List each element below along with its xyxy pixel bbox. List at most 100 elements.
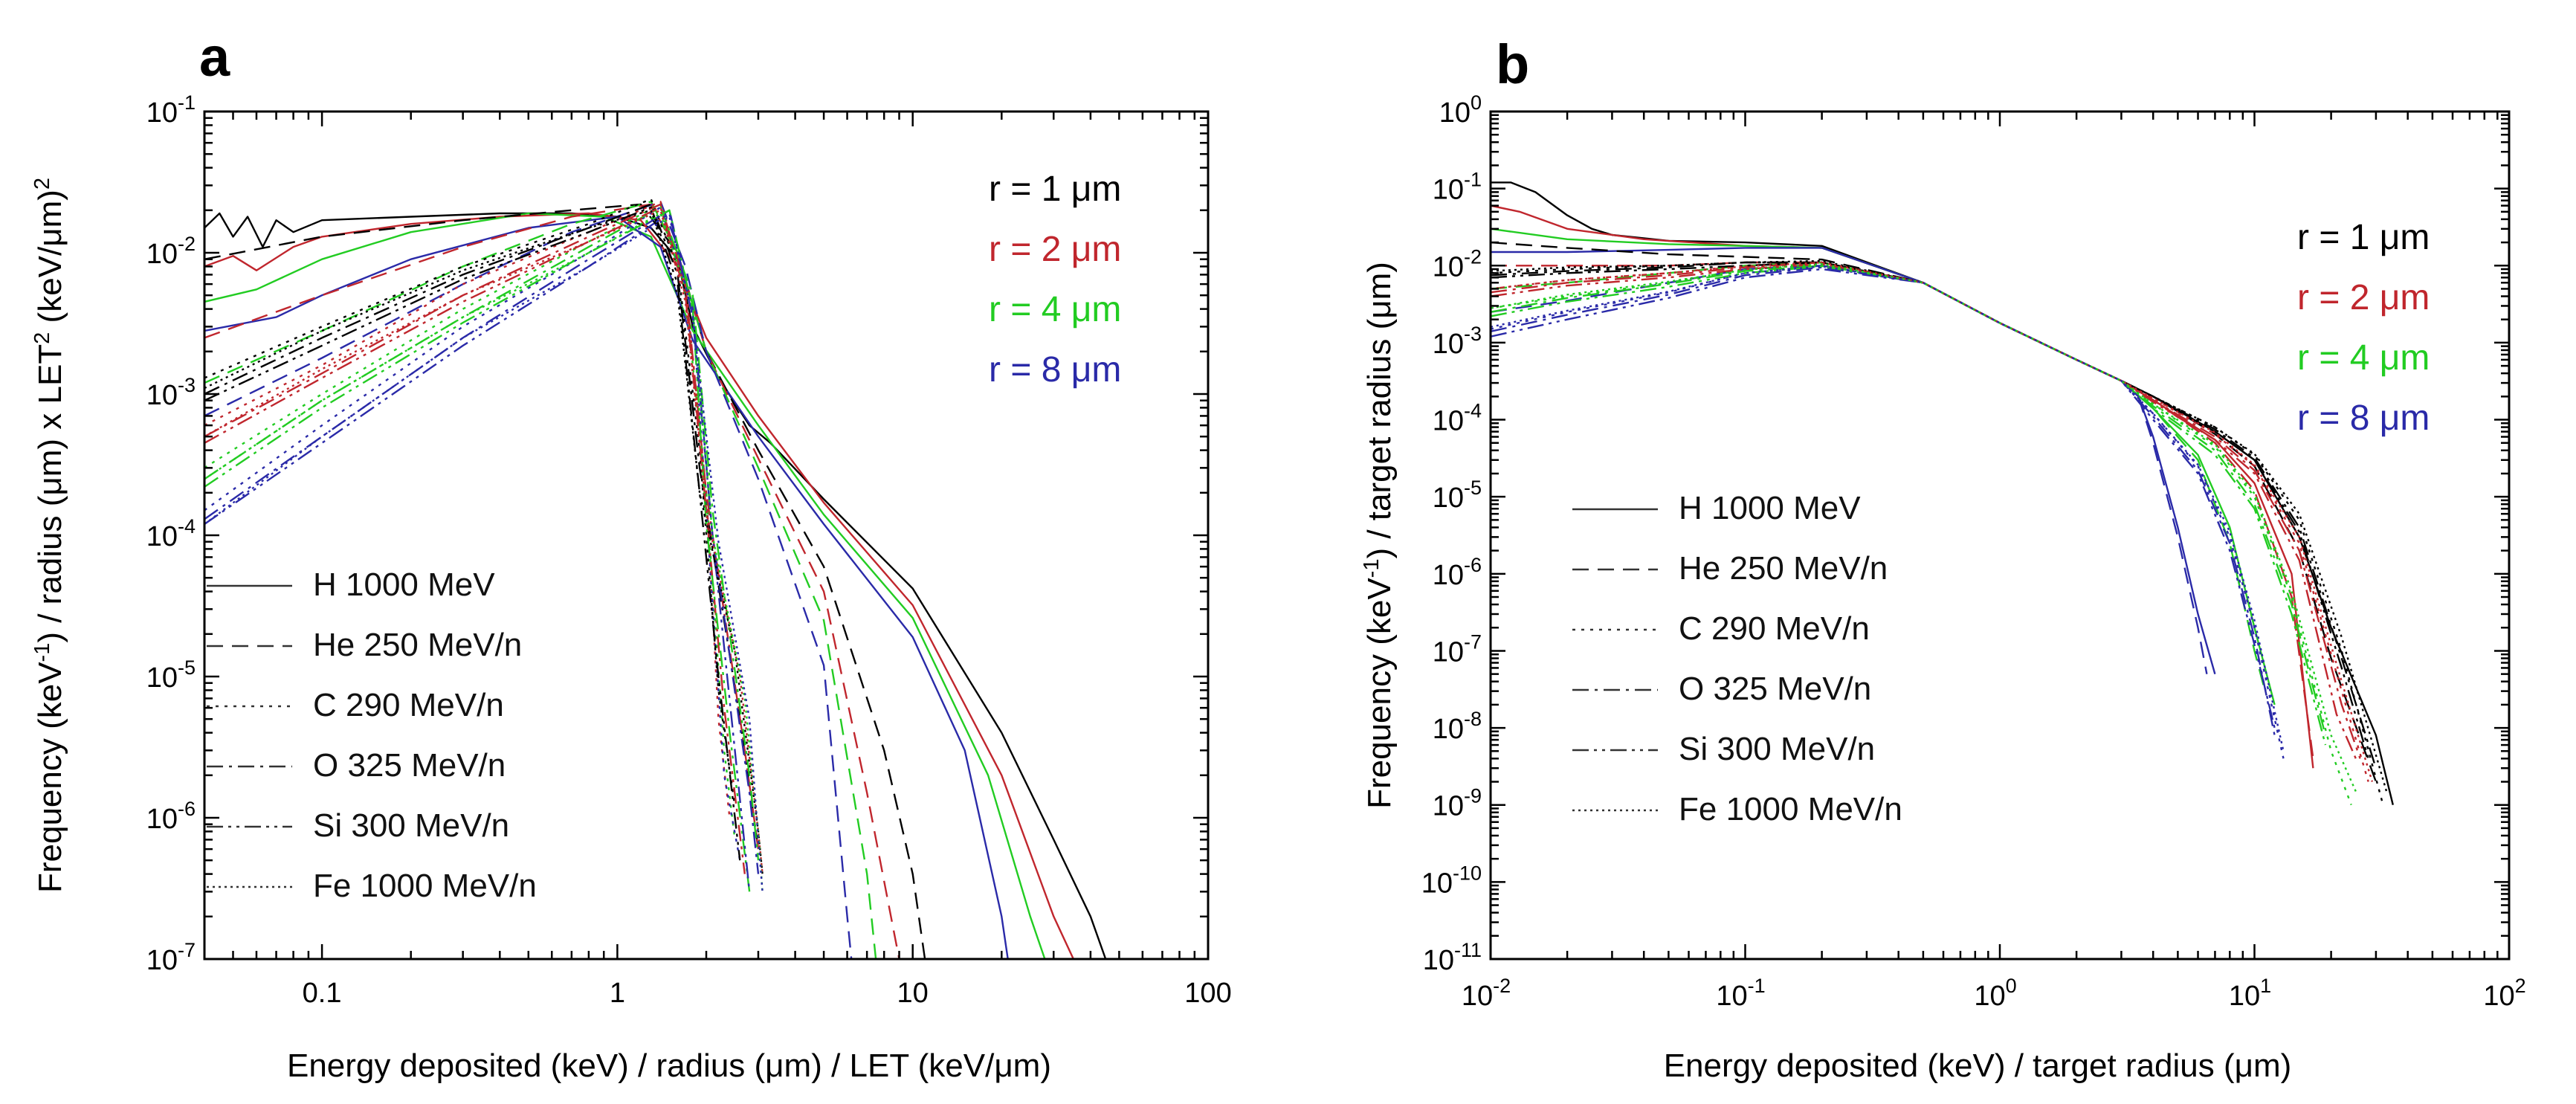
y-tick-label: 10-8: [1433, 708, 1482, 745]
panel-a-ion-legend: H 1000 MeV He 250 MeV/n C 290 MeV/n O 325 M…: [207, 566, 537, 904]
y-tick-label: 10-6: [146, 798, 196, 835]
series-line-b-o-325-mev-n-r-2-m: [1491, 261, 2361, 759]
x-tick-label: 100: [1974, 975, 2016, 1012]
series-line-b-he-250-mev-n-r-4-m: [1491, 261, 2266, 691]
x-tick-label: 10-2: [1462, 975, 1511, 1012]
y-tick-label: 10-10: [1421, 862, 1482, 899]
panel-b-plot: 10-2 10-1 100 101 102 10-11 10-10 10-9 10-8 10-7 1…: [1421, 91, 2526, 1012]
y-tick-label: 10-3: [146, 374, 196, 411]
panel-b-ticks: [1489, 110, 2511, 961]
panel-b-ion-legend: H 1000 MeV He 250 MeV/n C 290 MeV/n O 325 M…: [1572, 490, 1902, 827]
legend-radius-r-2-m: r = 2 μm: [989, 230, 1121, 269]
panel-a-plot: 0.1 1 10 100 10-7 10-6 10-5 10-4 10-3 10-2 10-1: [146, 91, 1232, 1009]
x-tick-label: 102: [2483, 975, 2525, 1012]
panel-a-series: [204, 198, 1107, 959]
panel-b-tick-labels: 10-2 10-1 100 101 102 10-11 10-10 10-9 10-8 10-7 1…: [1421, 91, 2526, 1012]
series-line-a-si-300-mev-n-r-1-m: [204, 206, 741, 861]
legend-ion-h-1000-mev: H 1000 MeV: [1679, 490, 1861, 526]
legend-ion-he-250-mev-n: He 250 MeV/n: [313, 627, 522, 663]
series-line-a-o-325-mev-n-r-4-m: [204, 206, 760, 861]
legend-radius-r-1-m: r = 1 μm: [989, 170, 1121, 209]
series-line-a-he-250-mev-n-r-1-m: [204, 203, 926, 959]
series-line-a-o-325-mev-n-r-2-m: [204, 203, 760, 850]
series-line-b-fe-1000-mev-n-r-1-m: [1491, 259, 2388, 792]
series-line-a-si-300-mev-n-r-4-m: [204, 209, 751, 892]
legend-radius-r-4-m: r = 4 μm: [989, 290, 1121, 329]
y-tick-label: 10-3: [1433, 323, 1482, 360]
y-tick-label: 10-7: [146, 939, 196, 976]
y-tick-label: 10-4: [146, 515, 196, 552]
series-line-b-c-290-mev-n-r-2-m: [1491, 261, 2369, 782]
series-line-a-fe-1000-mev-n-r-4-m: [204, 212, 764, 892]
series-line-b-fe-1000-mev-n-r-4-m: [1491, 262, 2357, 792]
panel-a: a Frequency (keV-1) / radius (μm) x LET2…: [30, 26, 1232, 1084]
panel-b: b Frequency (keV-1) / target radius (μm)…: [1360, 33, 2526, 1084]
y-tick-label: 100: [1439, 91, 1482, 129]
legend-radius-r-2-m: r = 2 μm: [2297, 278, 2430, 317]
panel-a-ylabel: Frequency (keV-1) / radius (μm) x LET2 (…: [30, 178, 68, 893]
series-line-b-c-290-mev-n-r-8-m: [1491, 265, 2285, 759]
series-line-a-c-290-mev-n-r-1-m: [204, 198, 736, 807]
x-tick-label: 10: [897, 978, 929, 1009]
series-line-b-h-1000-mev-r-2-m: [1491, 204, 2314, 769]
y-tick-label: 10-2: [1433, 245, 1482, 283]
legend-radius-r-8-m: r = 8 μm: [2297, 398, 2430, 438]
legend-ion-c-290-mev-n: C 290 MeV/n: [313, 687, 504, 723]
x-tick-label: 100: [1184, 978, 1231, 1009]
panel-b-label: b: [1496, 33, 1529, 95]
x-tick-label: 1: [610, 978, 625, 1009]
legend-ion-si-300-mev-n: Si 300 MeV/n: [313, 807, 509, 844]
panel-b-xlabel: Energy deposited (keV) / target radius (…: [1664, 1047, 2292, 1084]
series-line-b-o-325-mev-n-r-1-m: [1491, 261, 2378, 769]
series-line-a-he-250-mev-n-r-2-m: [204, 203, 900, 959]
y-tick-label: 10-6: [1433, 554, 1482, 591]
y-tick-label: 10-2: [146, 233, 196, 270]
series-line-b-si-300-mev-n-r-8-m: [1491, 268, 2276, 729]
series-line-b-h-1000-mev-r-4-m: [1491, 227, 2276, 706]
y-tick-label: 10-1: [1433, 169, 1482, 206]
panel-b-series: [1491, 181, 2394, 806]
legend-ion-fe-1000-mev-n: Fe 1000 MeV/n: [313, 868, 537, 904]
legend-ion-si-300-mev-n: Si 300 MeV/n: [1679, 731, 1875, 767]
series-line-b-o-325-mev-n-r-8-m: [1491, 266, 2276, 736]
legend-ion-c-290-mev-n: C 290 MeV/n: [1679, 610, 1870, 647]
series-line-a-h-1000-mev-r-2-m: [204, 212, 1074, 959]
y-tick-label: 10-1: [146, 91, 196, 129]
panel-b-ylabel: Frequency (keV-1) / target radius (μm): [1360, 262, 1398, 809]
series-line-b-si-300-mev-n-r-2-m: [1491, 262, 2357, 759]
series-line-a-si-300-mev-n-r-2-m: [204, 206, 746, 874]
x-tick-label: 101: [2229, 975, 2271, 1012]
legend-radius-r-1-m: r = 1 μm: [2297, 218, 2430, 257]
legend-ion-he-250-mev-n: He 250 MeV/n: [1679, 550, 1888, 587]
series-line-b-fe-1000-mev-n-r-2-m: [1491, 261, 2374, 782]
y-tick-label: 10-4: [1433, 400, 1482, 437]
series-line-a-h-1000-mev-r-4-m: [204, 212, 1046, 959]
series-line-a-he-250-mev-n-r-8-m: [204, 201, 853, 959]
legend-ion-h-1000-mev: H 1000 MeV: [313, 566, 495, 603]
series-line-a-c-290-mev-n-r-4-m: [204, 203, 736, 840]
series-line-b-si-300-mev-n-r-1-m: [1491, 261, 2369, 759]
panel-a-radius-legend: r = 1 μm r = 2 μm r = 4 μm r = 8 μm: [989, 170, 1121, 390]
series-line-a-fe-1000-mev-n-r-8-m: [204, 216, 764, 892]
legend-radius-r-8-m: r = 8 μm: [989, 350, 1121, 390]
x-tick-label: 0.1: [303, 978, 342, 1009]
series-line-a-fe-1000-mev-n-r-2-m: [204, 209, 764, 874]
series-line-b-he-250-mev-n-r-1-m: [1491, 241, 2378, 782]
series-line-b-si-300-mev-n-r-4-m: [1491, 265, 2327, 746]
panel-a-tick-labels: 0.1 1 10 100 10-7 10-6 10-5 10-4 10-3 10-2 10-1: [146, 91, 1232, 1009]
series-line-a-c-290-mev-n-r-2-m: [204, 201, 731, 819]
series-line-b-o-325-mev-n-r-4-m: [1491, 265, 2327, 736]
y-tick-label: 10-5: [1433, 477, 1482, 514]
legend-ion-o-325-mev-n: O 325 MeV/n: [1679, 671, 1871, 707]
x-tick-label: 10-1: [1716, 975, 1765, 1012]
panel-b-radius-legend: r = 1 μm r = 2 μm r = 4 μm r = 8 μm: [2297, 218, 2430, 438]
panel-a-label: a: [199, 26, 230, 88]
legend-ion-o-325-mev-n: O 325 MeV/n: [313, 747, 506, 784]
series-line-a-he-250-mev-n-r-4-m: [204, 201, 877, 959]
legend-ion-fe-1000-mev-n: Fe 1000 MeV/n: [1679, 791, 1902, 827]
series-line-a-si-300-mev-n-r-8-m: [204, 212, 751, 892]
panel-a-xlabel: Energy deposited (keV) / radius (μm) / L…: [287, 1047, 1051, 1084]
y-tick-label: 10-7: [1433, 630, 1482, 668]
y-tick-label: 10-5: [146, 656, 196, 694]
